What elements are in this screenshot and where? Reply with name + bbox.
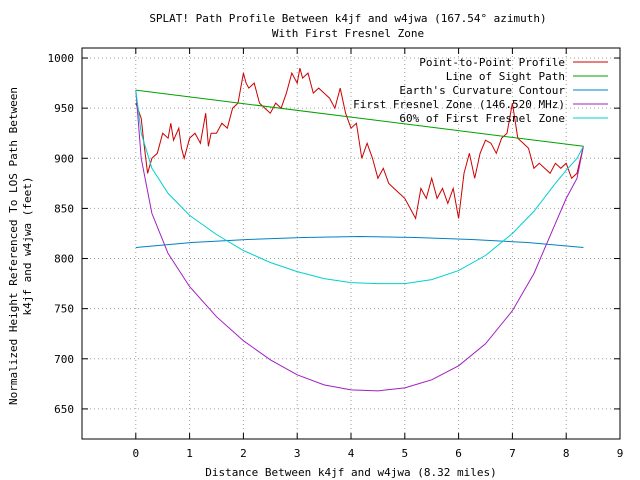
y-tick-label: 750	[54, 303, 74, 316]
y-tick-label: 900	[54, 152, 74, 165]
chart-subtitle: With First Fresnel Zone	[272, 27, 424, 40]
grid	[82, 48, 621, 439]
x-tick-label: 8	[563, 447, 570, 460]
legend-label: 60% of First Fresnel Zone	[399, 112, 565, 125]
x-tick-label: 5	[401, 447, 408, 460]
legend-label: Line of Sight Path	[446, 70, 565, 83]
plot-frame	[81, 47, 621, 440]
x-tick-label: 1	[186, 447, 193, 460]
x-tick-label: 7	[509, 447, 516, 460]
y-tick-label: 850	[54, 202, 74, 215]
x-tick-label: 3	[294, 447, 301, 460]
series-line-earth-s-curvature-contour	[135, 235, 584, 248]
y-axis-label-line1: Normalized Height Referenced To LOS Path…	[7, 87, 20, 405]
y-axis-label-line2: k4jf and w4jwa (feet)	[21, 176, 34, 315]
y-tick-label: 800	[54, 253, 74, 266]
legend-label: First Fresnel Zone (146.520 MHz)	[353, 98, 565, 111]
x-tick-label: 9	[617, 447, 624, 460]
series-line-point-to-point-profile	[135, 67, 584, 220]
legend-label: Point-to-Point Profile	[419, 56, 565, 69]
series-line-60-of-first-fresnel-zone	[135, 90, 584, 285]
x-axis-label: Distance Between k4jf and w4jwa (8.32 mi…	[205, 466, 496, 479]
x-tick-label: 0	[132, 447, 139, 460]
chart-title: SPLAT! Path Profile Between k4jf and w4j…	[149, 12, 546, 25]
legend-label: Earth's Curvature Contour	[399, 84, 565, 97]
x-tick-label: 2	[240, 447, 247, 460]
y-tick-label: 950	[54, 102, 74, 115]
series-line-first-fresnel-zone-146-520-mhz	[135, 90, 584, 392]
series-line-line-of-sight-path	[135, 89, 584, 147]
x-tick-label: 6	[455, 447, 462, 460]
y-tick-label: 1000	[48, 52, 75, 65]
series-group	[135, 67, 584, 392]
axis-ticks: 0 1 2 3 4 5 6 7 8 9 650 700 750 800 850 900 950 1000	[48, 48, 624, 460]
x-tick-label: 4	[348, 447, 355, 460]
y-tick-label: 700	[54, 353, 74, 366]
y-tick-label: 650	[54, 403, 74, 416]
